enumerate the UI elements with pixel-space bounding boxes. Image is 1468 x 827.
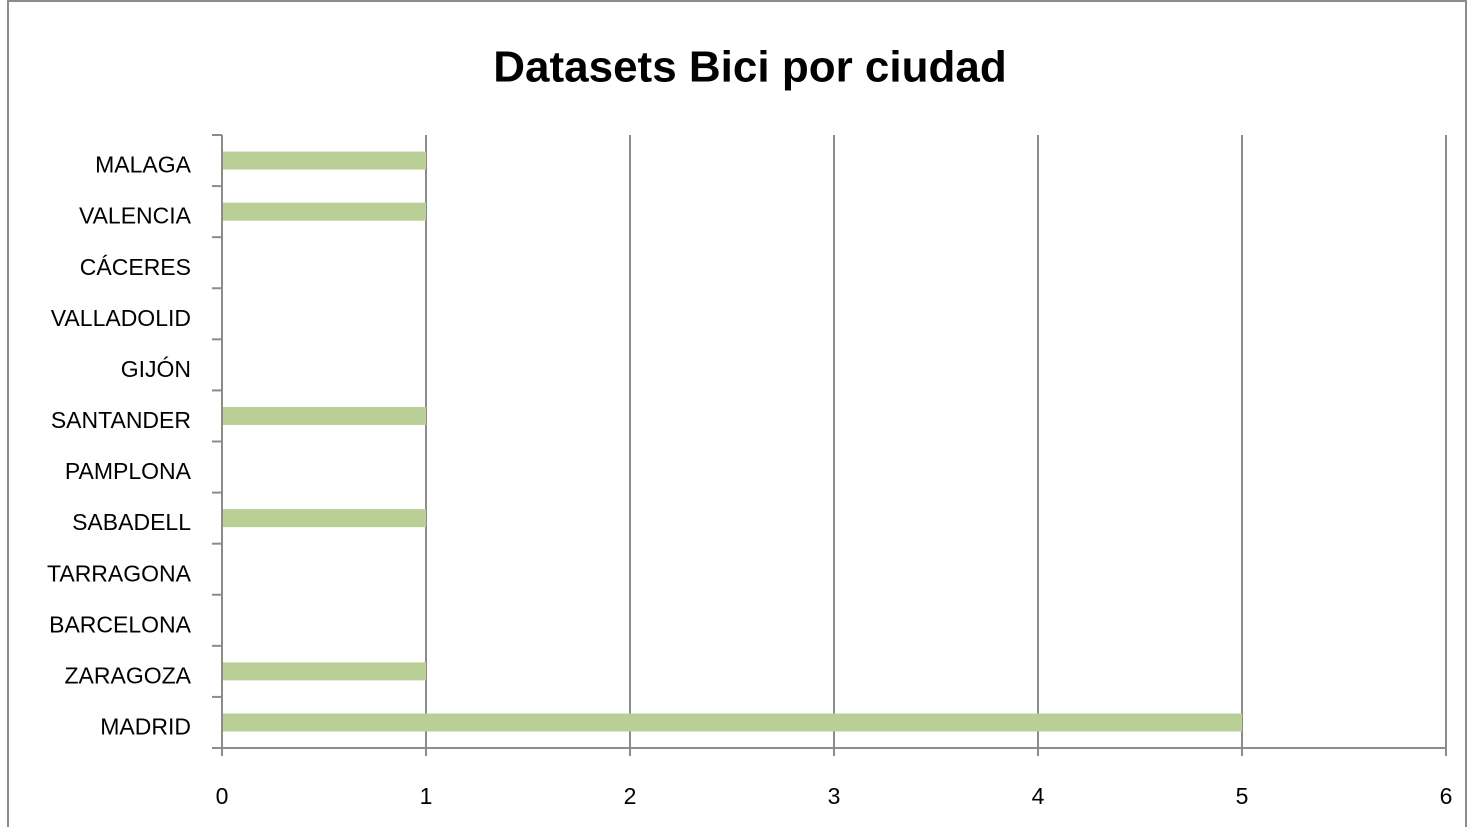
x-tick-label: 5 xyxy=(1236,783,1249,809)
y-tick-label: VALENCIA xyxy=(79,203,192,229)
bar xyxy=(222,509,426,528)
x-tick-label: 2 xyxy=(624,783,637,809)
x-tick-label: 3 xyxy=(828,783,841,809)
x-tick-label: 4 xyxy=(1032,783,1045,809)
y-tick-label: GIJÓN xyxy=(121,356,191,382)
bar xyxy=(222,202,426,221)
bar xyxy=(222,151,426,170)
y-tick-label: PAMPLONA xyxy=(65,458,192,484)
y-tick-label: CÁCERES xyxy=(80,254,191,280)
chart-title: Datasets Bici por ciudad xyxy=(493,43,1006,92)
y-tick-label: SANTANDER xyxy=(51,407,191,433)
bar xyxy=(222,406,426,425)
x-tick-label: 1 xyxy=(420,783,433,809)
x-tick-label: 0 xyxy=(216,783,229,809)
x-tick-label: 6 xyxy=(1440,783,1453,809)
bar xyxy=(222,713,1242,732)
bar xyxy=(222,662,426,681)
y-tick-label: ZARAGOZA xyxy=(64,662,191,688)
y-tick-label: BARCELONA xyxy=(49,611,192,637)
y-tick-label: SABADELL xyxy=(72,509,191,535)
y-tick-label: VALLADOLID xyxy=(51,305,191,331)
y-tick-label: MALAGA xyxy=(95,152,192,178)
y-tick-label: TARRAGONA xyxy=(47,560,192,586)
y-tick-label: MADRID xyxy=(100,714,191,740)
